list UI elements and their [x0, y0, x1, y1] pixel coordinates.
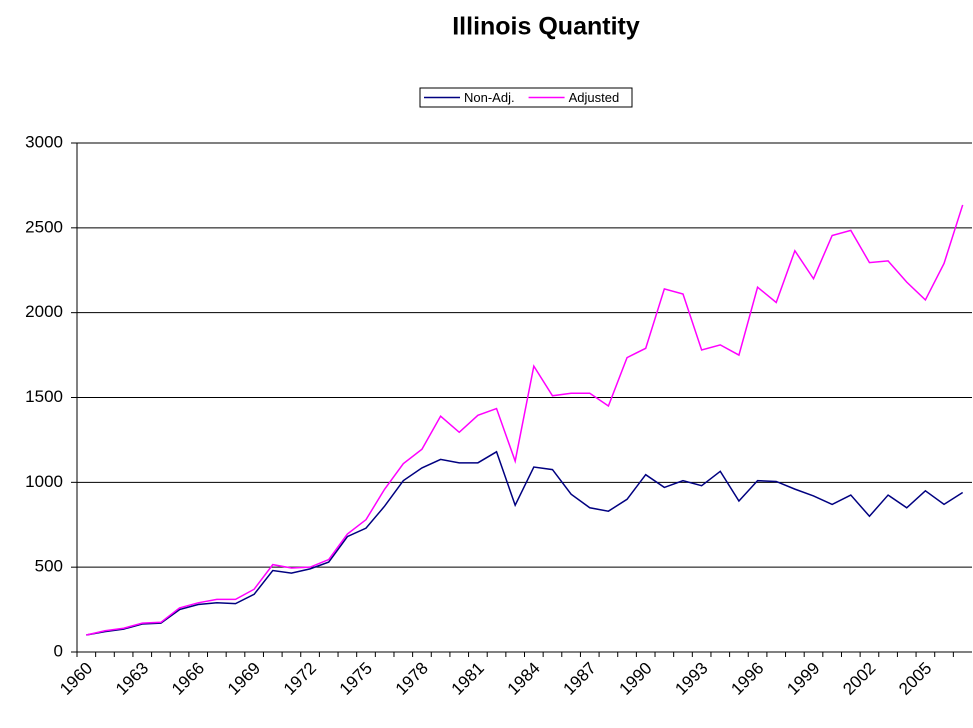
legend-label: Adjusted [569, 90, 620, 105]
x-tick-label: 1969 [224, 659, 264, 699]
x-tick-label: 1972 [280, 659, 320, 699]
chart-title: Illinois Quantity [452, 13, 640, 41]
legend-label: Non-Adj. [464, 90, 515, 105]
x-tick-label: 1984 [504, 659, 544, 699]
legend: Non-Adj. Adjusted [419, 87, 633, 108]
x-tick-label: 1960 [56, 659, 96, 699]
x-tick-label: 2005 [895, 659, 935, 699]
x-tick-label: 1996 [727, 659, 767, 699]
x-tick-label: 1990 [616, 659, 656, 699]
x-tick-label: 1981 [448, 659, 488, 699]
x-tick-label: 1978 [392, 659, 432, 699]
line-series [86, 450, 964, 636]
x-tick-label: 1993 [671, 659, 711, 699]
y-tick-label: 3000 [25, 132, 63, 151]
y-tick-label: 2500 [25, 217, 63, 236]
line-series [86, 204, 964, 636]
x-tick-label: 1975 [336, 659, 376, 699]
x-tick-label: 1963 [112, 659, 152, 699]
y-tick-label: 0 [54, 641, 63, 660]
y-tick-label: 1000 [25, 472, 63, 491]
y-tick-label: 500 [35, 557, 63, 576]
x-tick-label: 1999 [783, 659, 823, 699]
x-tick-label: 1987 [560, 659, 600, 699]
x-tick-label: 2002 [839, 659, 879, 699]
x-tick-label: 1966 [168, 659, 208, 699]
y-tick-label: 2000 [25, 302, 63, 321]
y-tick-label: 1500 [25, 387, 63, 406]
legend-box [419, 87, 633, 108]
